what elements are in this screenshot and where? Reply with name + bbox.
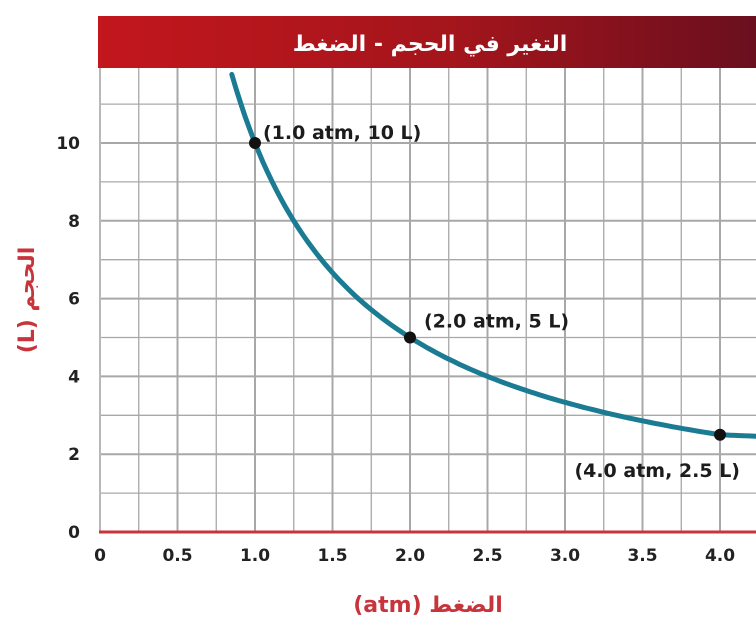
x-tick-label: 1.0: [240, 546, 270, 566]
x-tick-label: 2.5: [472, 546, 502, 566]
x-tick-label: 3.5: [627, 546, 657, 566]
x-tick-label: 2.0: [395, 546, 425, 566]
y-tick-label: 10: [56, 134, 80, 154]
x-tick-label: 4.0: [705, 546, 735, 566]
y-tick-label: 4: [68, 367, 80, 387]
y-tick-label: 8: [68, 212, 80, 232]
data-points: (1.0 atm, 10 L) (2.0 atm, 5 L) (4.0 atm, 2…: [249, 122, 740, 482]
y-tick-label: 6: [68, 290, 80, 310]
series-line: [229, 71, 756, 439]
axes: [99, 68, 756, 534]
x-tick-labels: 0 0.5 1.0 1.5 2.0 2.5 3.0 3.5 4.0: [94, 546, 735, 566]
y-tick-labels: 0 2 4 6 8 10: [56, 134, 80, 543]
data-point-label: (2.0 atm, 5 L): [424, 311, 569, 333]
x-tick-label: 0.5: [162, 546, 192, 566]
y-tick-label: 2: [68, 445, 80, 465]
data-point: [249, 137, 261, 149]
y-axis-title: الحجم (L): [15, 247, 40, 354]
grid: [100, 68, 756, 532]
y-tick-label: 0: [68, 523, 80, 543]
data-point: [714, 428, 726, 441]
x-tick-label: 3.0: [550, 546, 580, 566]
data-point: [404, 331, 416, 344]
chart-title: التغير في الحجم - الضغط: [293, 32, 568, 57]
x-tick-label: 0: [94, 546, 106, 566]
data-point-label: (1.0 atm, 10 L): [263, 122, 421, 144]
x-axis-title: الضغط (atm): [353, 593, 503, 618]
title-band: [98, 16, 756, 68]
x-tick-label: 1.5: [317, 546, 347, 566]
data-point-label: (4.0 atm, 2.5 L): [574, 460, 740, 482]
